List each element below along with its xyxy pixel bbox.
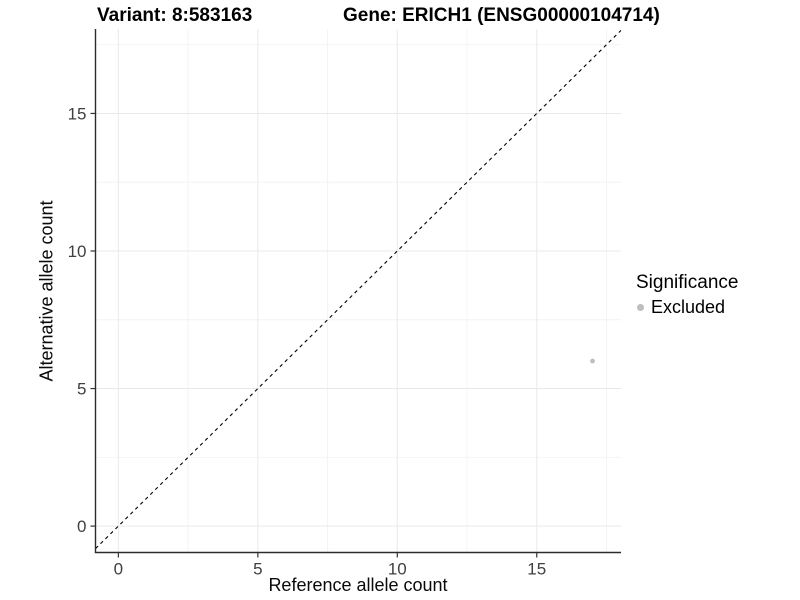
legend-item-label: Excluded <box>651 296 726 317</box>
y-tick-label: 10 <box>68 242 87 261</box>
identity-line <box>95 29 622 550</box>
plot-title-gene: Gene: ERICH1 (ENSG00000104714) <box>343 5 660 26</box>
x-tick-label: 5 <box>253 560 262 579</box>
y-axis-title: Alternative allele count <box>36 200 57 382</box>
y-tick-label: 5 <box>77 380 86 399</box>
y-tick-label: 15 <box>68 104 87 123</box>
x-tick-label: 10 <box>388 560 407 579</box>
legend-item-excluded: Excluded <box>637 297 738 318</box>
legend-title: Significance <box>636 272 739 293</box>
data-point <box>590 358 595 364</box>
excluded-point-icon <box>637 303 644 311</box>
plot-title-variant: Variant: 8:583163 <box>97 5 253 26</box>
x-tick-label: 15 <box>527 560 546 579</box>
x-tick-label: 0 <box>114 560 123 579</box>
legend: Significance Excluded <box>636 272 738 318</box>
y-tick-label: 0 <box>77 517 86 536</box>
x-axis-title: Reference allele count <box>268 575 448 595</box>
